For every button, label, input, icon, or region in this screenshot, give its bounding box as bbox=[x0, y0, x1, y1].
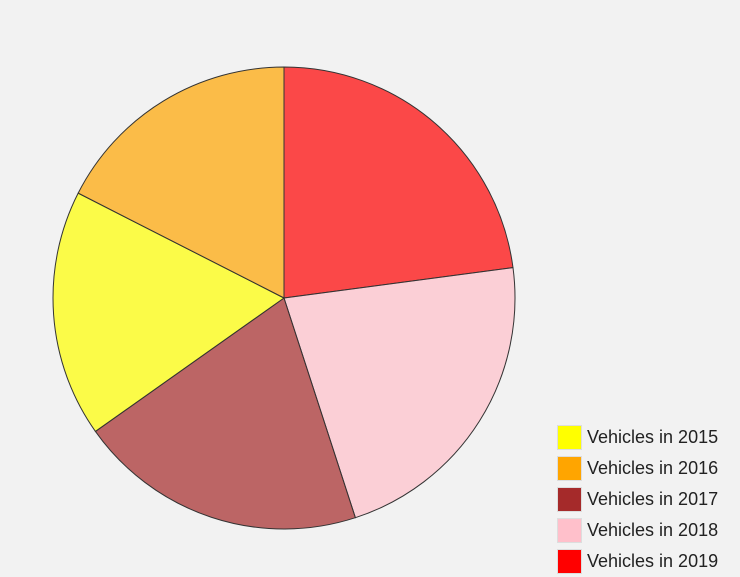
legend-swatch-2017 bbox=[557, 487, 582, 512]
legend-label-2016: Vehicles in 2016 bbox=[587, 458, 719, 478]
pie-slice-vehicles-in-2018 bbox=[283, 267, 516, 519]
legend-item-2016: Vehicles in 2016 bbox=[557, 453, 740, 484]
legend-item-2019: Vehicles in 2019 bbox=[557, 546, 740, 577]
legend-item-2017: Vehicles in 2017 bbox=[557, 484, 740, 515]
legend-swatch-2018 bbox=[557, 518, 582, 543]
pie-slice-vehicles-in-2016 bbox=[77, 66, 285, 299]
legend-item-2018: Vehicles in 2018 bbox=[557, 515, 740, 546]
legend-swatch-2016 bbox=[557, 456, 582, 481]
legend-label-2015: Vehicles in 2015 bbox=[587, 427, 719, 447]
pie-slice-vehicles-in-2015 bbox=[52, 192, 285, 433]
legend-swatch-2015 bbox=[557, 425, 582, 450]
legend-swatch-2019 bbox=[557, 549, 582, 574]
legend-label-2019: Vehicles in 2019 bbox=[587, 551, 719, 571]
legend-label-2017: Vehicles in 2017 bbox=[587, 489, 719, 509]
legend-item-2015: Vehicles in 2015 bbox=[557, 422, 740, 453]
pie-slice-vehicles-in-2019 bbox=[283, 66, 514, 299]
chart-legend: Vehicles in 2015 Vehicles in 2016 Vehicl… bbox=[557, 422, 740, 577]
legend-label-2018: Vehicles in 2018 bbox=[587, 520, 719, 540]
pie-slice-vehicles-in-2017 bbox=[94, 297, 357, 530]
